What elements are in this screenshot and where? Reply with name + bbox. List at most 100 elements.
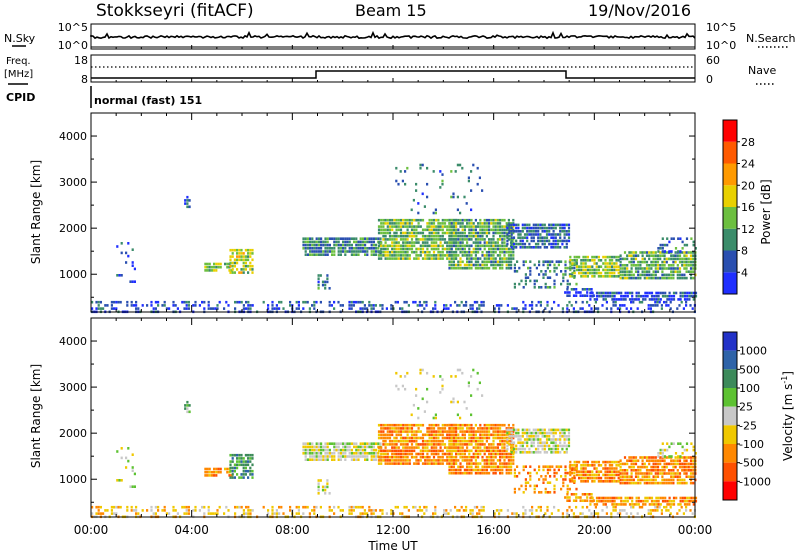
data-cell (630, 307, 633, 310)
data-cell (490, 244, 493, 248)
data-cell (477, 257, 480, 260)
data-cell (499, 266, 502, 270)
data-cell (415, 423, 418, 427)
data-cell (446, 449, 449, 453)
data-cell (563, 236, 566, 239)
data-cell (523, 447, 527, 451)
data-cell (494, 427, 497, 430)
data-cell (602, 262, 605, 265)
data-cell (304, 243, 307, 247)
data-cell (391, 423, 394, 427)
data-cell (393, 439, 396, 443)
data-cell (437, 247, 440, 251)
data-cell (485, 468, 488, 472)
data-cell (670, 257, 673, 261)
data-cell (393, 423, 396, 427)
data-cell (278, 512, 281, 515)
data-cell (91, 300, 94, 304)
data-cell (461, 254, 464, 257)
data-cell (441, 254, 444, 257)
data-cell (685, 456, 688, 459)
data-cell (399, 439, 403, 443)
data-cell (412, 198, 415, 202)
data-cell (311, 445, 314, 449)
data-cell (421, 436, 425, 440)
data-cell (443, 509, 446, 512)
data-cell (207, 509, 210, 512)
data-cell (113, 307, 116, 310)
data-cell (490, 423, 493, 427)
data-cell (386, 231, 389, 235)
data-cell (654, 264, 657, 267)
data-cell (399, 170, 402, 173)
data-cell (501, 449, 504, 453)
data-cell (645, 254, 649, 257)
data-cell (452, 449, 455, 453)
data-cell (659, 496, 662, 500)
data-cell (542, 276, 545, 279)
data-cell (515, 447, 518, 451)
data-cell (335, 237, 338, 240)
data-cell (437, 228, 440, 232)
data-cell (492, 446, 495, 449)
data-cell (593, 473, 596, 477)
data-cell (208, 262, 211, 266)
data-cell (372, 253, 375, 256)
data-cell (631, 496, 634, 500)
data-cell (337, 250, 340, 253)
data-cell (670, 276, 673, 280)
data-cell (652, 469, 655, 472)
data-cell (563, 431, 566, 435)
data-cell (102, 512, 105, 515)
data-cell (184, 404, 187, 407)
data-cell (468, 254, 471, 257)
data-cell (569, 268, 572, 272)
data-cell (678, 462, 682, 466)
data-cell (441, 443, 444, 446)
data-cell (567, 233, 571, 236)
nave-tick-bottom: 0 (706, 73, 713, 86)
data-cell (613, 262, 616, 265)
data-cell (507, 452, 510, 456)
data-cell (428, 238, 431, 241)
data-cell (234, 307, 237, 310)
data-cell (242, 469, 245, 473)
data-cell (393, 443, 396, 446)
data-cell (408, 234, 411, 238)
data-cell (395, 250, 398, 254)
data-cell (477, 465, 480, 469)
data-cell (500, 304, 503, 307)
data-cell (384, 452, 387, 456)
data-cell (408, 247, 411, 251)
data-cell (395, 225, 398, 228)
data-cell (380, 247, 383, 251)
data-cell (608, 255, 611, 259)
data-cell (402, 449, 405, 453)
data-cell (593, 262, 596, 265)
data-cell (391, 238, 394, 241)
data-cell (388, 430, 392, 433)
data-cell (432, 211, 435, 215)
data-cell (575, 291, 578, 294)
data-cell (556, 438, 560, 441)
data-cell (546, 491, 549, 494)
data-cell (441, 228, 444, 232)
data-cell (503, 254, 506, 257)
data-cell (426, 254, 429, 257)
colorbar-tick-label: 12 (741, 223, 755, 236)
data-cell (275, 509, 278, 512)
data-cell (494, 257, 497, 260)
data-cell (571, 476, 574, 480)
data-cell (430, 238, 433, 241)
data-cell (304, 505, 307, 509)
data-cell (441, 244, 444, 248)
data-cell (615, 480, 618, 483)
data-cell (645, 251, 649, 254)
data-cell (677, 237, 680, 240)
data-cell (503, 234, 506, 238)
data-cell (302, 247, 305, 250)
data-cell (499, 228, 502, 232)
data-cell (595, 499, 599, 503)
data-cell (388, 439, 392, 443)
data-cell (242, 509, 245, 512)
